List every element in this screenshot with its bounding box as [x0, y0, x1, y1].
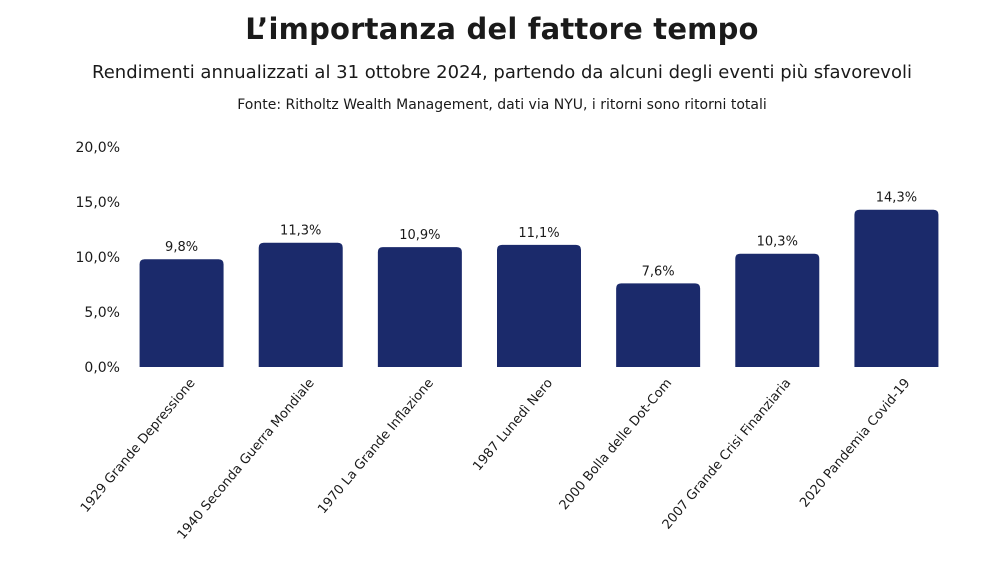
- bar: [854, 209, 939, 367]
- category-label: 1940 Seconda Guerra Mondiale: [175, 376, 318, 543]
- category-label: 2007 Grande Crisi Finanziaria: [660, 376, 795, 532]
- y-tick-label: 15,0%: [76, 195, 120, 211]
- category-label: 1970 La Grande Inflazione: [315, 376, 437, 517]
- data-label: 14,3%: [876, 191, 917, 206]
- data-label: 10,9%: [399, 228, 440, 243]
- bar: [258, 242, 343, 367]
- chart-title: L’importanza del fattore tempo: [245, 12, 759, 46]
- bar: [377, 247, 462, 367]
- y-tick-label: 10,0%: [76, 250, 120, 266]
- data-label: 11,1%: [518, 226, 559, 241]
- chart-subtitle: Rendimenti annualizzati al 31 ottobre 20…: [92, 62, 912, 83]
- bar: [139, 259, 224, 367]
- data-label: 11,3%: [280, 224, 321, 239]
- category-label: 1987 Lunedì Nero: [470, 376, 556, 474]
- y-tick-label: 0,0%: [84, 360, 120, 376]
- y-tick-label: 5,0%: [84, 305, 120, 321]
- data-label: 10,3%: [757, 235, 798, 250]
- y-tick-label: 20,0%: [76, 140, 120, 156]
- bar: [497, 244, 581, 367]
- bar: [735, 253, 820, 367]
- category-label: 2020 Pandemia Covid-19: [797, 376, 913, 511]
- category-label: 1929 Grande Depressione: [78, 376, 199, 516]
- data-label: 9,8%: [165, 240, 198, 255]
- bar: [616, 283, 701, 367]
- category-label: 2000 Bolla delle Dot-Com: [557, 376, 675, 513]
- data-label: 7,6%: [642, 264, 675, 279]
- chart-source: Fonte: Ritholtz Wealth Management, dati …: [237, 97, 767, 113]
